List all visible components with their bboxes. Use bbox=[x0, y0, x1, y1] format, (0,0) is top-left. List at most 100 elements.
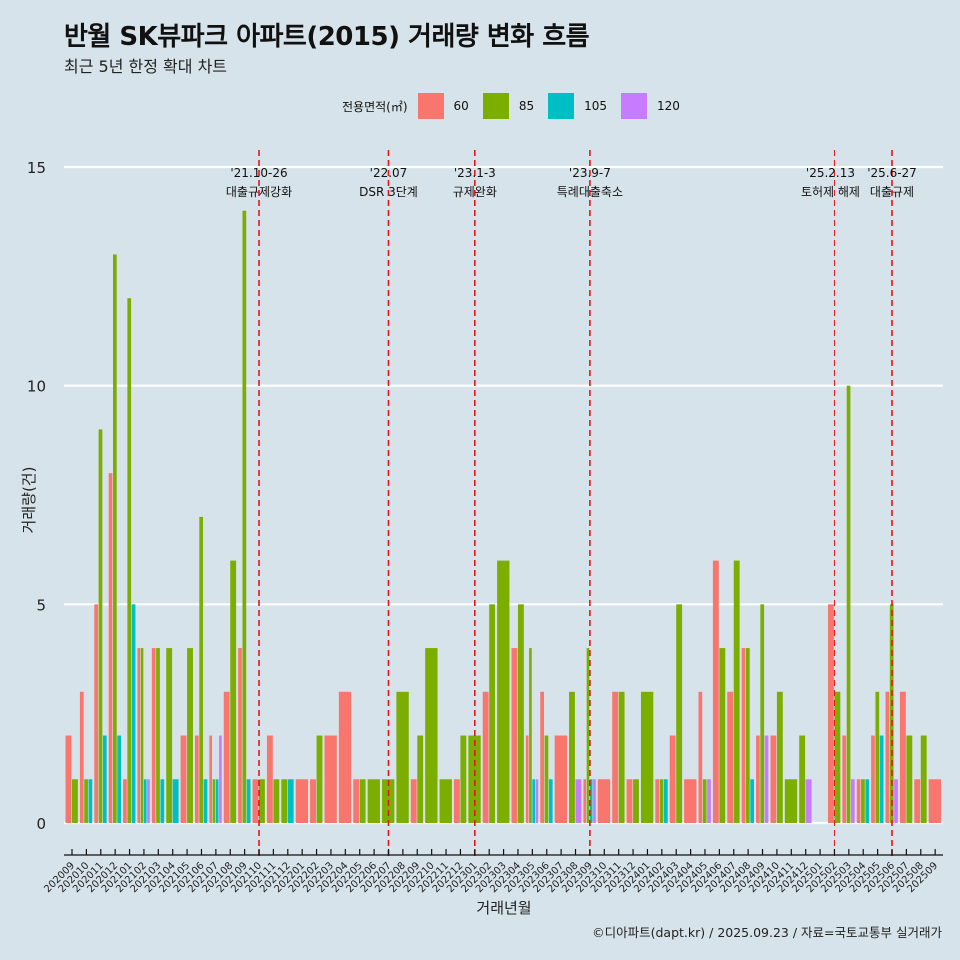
bar-60-202403 bbox=[669, 735, 676, 823]
event-date: '25.2.13 bbox=[806, 166, 855, 180]
legend: 전용면적(㎡) 60 85 105 120 bbox=[342, 93, 694, 119]
bar-120-202308 bbox=[575, 779, 582, 823]
legend-key-105 bbox=[548, 93, 575, 119]
bar-105-202109 bbox=[246, 779, 251, 823]
event-date: '23.1-3 bbox=[454, 166, 496, 180]
bar-105-202112 bbox=[287, 779, 294, 823]
event-date: '21.10-26 bbox=[230, 166, 287, 180]
source-caption: ©디아파트(dapt.kr) / 2025.09.23 / 자료=국토교통부 실… bbox=[592, 925, 942, 940]
bar-60-202503 bbox=[842, 735, 847, 823]
bar-120-202102 bbox=[147, 779, 150, 823]
bar-60-202404 bbox=[684, 779, 697, 823]
bar-85-202110 bbox=[259, 779, 265, 823]
bar-105-202402 bbox=[663, 779, 668, 823]
bar-85-202212 bbox=[460, 735, 467, 823]
event-date: '25.6-27 bbox=[867, 166, 917, 180]
bar-85-202104 bbox=[166, 648, 173, 823]
event-lines: '21.10-26 대출규제강화 '22.07 DSR 3단계 '23.1-3 규제완화 '… bbox=[226, 150, 917, 857]
y-axis-title: 거래량(건) bbox=[20, 467, 38, 534]
bar-85-202011 bbox=[98, 429, 103, 823]
bar-60-202409 bbox=[756, 735, 760, 823]
bar-120-202412 bbox=[805, 779, 812, 823]
bar-105-202106 bbox=[203, 779, 208, 823]
bar-60-202410 bbox=[770, 735, 777, 823]
bar-105-202305 bbox=[532, 779, 535, 823]
legend-key-85 bbox=[482, 93, 509, 119]
bar-85-202202 bbox=[316, 735, 323, 823]
legend-label-85: 85 bbox=[518, 99, 535, 113]
event-label: 토허제 해제 bbox=[801, 185, 860, 199]
bar-85-202407 bbox=[733, 560, 740, 823]
bar-60-202202 bbox=[310, 779, 316, 823]
bar-60-202505 bbox=[871, 735, 875, 823]
bar-85-202309 bbox=[586, 648, 590, 823]
bar-85-202103 bbox=[156, 648, 160, 823]
bar-85-202502 bbox=[834, 691, 841, 823]
legend-item-120: 120 bbox=[621, 93, 680, 119]
bar-105-202306 bbox=[548, 779, 553, 823]
bar-60-202508 bbox=[914, 779, 921, 823]
bar-105-202101 bbox=[131, 604, 136, 823]
bar-60-202101 bbox=[123, 779, 127, 823]
legend-label-105: 105 bbox=[584, 99, 607, 113]
bar-85-202305 bbox=[529, 648, 532, 823]
bar-120-202506 bbox=[894, 779, 898, 823]
bar-85-202010 bbox=[84, 779, 88, 823]
bar-60-202111 bbox=[266, 735, 273, 823]
bar-105-202104 bbox=[172, 779, 179, 823]
bar-85-202205 bbox=[359, 779, 366, 823]
bar-85-202108 bbox=[230, 560, 237, 823]
legend-key-120 bbox=[621, 93, 647, 119]
bar-60-202201 bbox=[295, 779, 309, 823]
bar-60-202502 bbox=[827, 604, 834, 823]
bar-85-202505 bbox=[875, 691, 880, 823]
bar-120-202409 bbox=[764, 735, 769, 823]
bar-60-202506 bbox=[885, 691, 890, 823]
bar-60-202203 bbox=[324, 735, 337, 823]
bar-85-202504 bbox=[861, 779, 865, 823]
bar-85-202401 bbox=[640, 691, 654, 823]
bar-60-202010 bbox=[79, 691, 84, 823]
bar-85-202304 bbox=[517, 604, 524, 823]
bar-85-202105 bbox=[187, 648, 193, 823]
y-tick-label: 0 bbox=[36, 815, 46, 833]
bar-85-202211 bbox=[439, 779, 452, 823]
bar-85-202306 bbox=[544, 735, 549, 823]
bar-60-202304 bbox=[511, 648, 518, 823]
bars bbox=[65, 210, 942, 823]
event-label: 대출규제 bbox=[870, 185, 914, 199]
bar-85-202107 bbox=[212, 779, 216, 823]
bar-85-202302 bbox=[489, 604, 496, 823]
bar-60-202402 bbox=[655, 779, 660, 823]
bar-85-202403 bbox=[676, 604, 683, 823]
bar-85-202208 bbox=[396, 691, 409, 823]
event-label: 대출규제강화 bbox=[226, 185, 292, 199]
bar-60-202509 bbox=[928, 779, 942, 823]
bar-105-202011 bbox=[102, 735, 107, 823]
bar-85-202009 bbox=[72, 779, 78, 823]
bar-60-202011 bbox=[94, 604, 99, 823]
bar-85-202409 bbox=[760, 604, 765, 823]
bar-60-202504 bbox=[856, 779, 861, 823]
bar-85-202402 bbox=[659, 779, 664, 823]
bar-105-202408 bbox=[750, 779, 755, 823]
bar-60-202408 bbox=[741, 648, 746, 823]
bar-60-202109 bbox=[238, 648, 242, 823]
event-date: '23.9-7 bbox=[569, 166, 611, 180]
bar-60-202012 bbox=[108, 473, 113, 823]
bar-120-202107 bbox=[219, 735, 222, 823]
legend-title: 전용면적(㎡) bbox=[342, 99, 408, 114]
bar-60-202212 bbox=[453, 779, 460, 823]
y-tick-label: 15 bbox=[27, 159, 46, 177]
bar-85-202308 bbox=[569, 691, 575, 823]
chart-title: 반월 SK뷰파크 아파트(2015) 거래량 변화 흐름 bbox=[64, 22, 590, 52]
bar-120-202305 bbox=[535, 779, 539, 823]
bar-105-202309 bbox=[589, 779, 593, 823]
bar-85-202301 bbox=[468, 735, 481, 823]
event-label: 특례대출축소 bbox=[557, 185, 623, 199]
bar-85-202101 bbox=[127, 298, 132, 823]
bar-120-202405 bbox=[707, 779, 711, 823]
bar-60-202009 bbox=[65, 735, 72, 823]
bar-60-202406 bbox=[712, 560, 719, 823]
